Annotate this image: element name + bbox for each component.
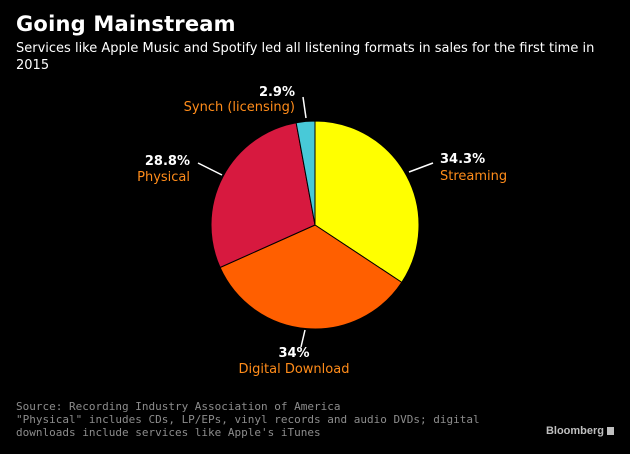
slice-percent-label: 34%	[278, 346, 309, 361]
slice-percent-label: 34.3%	[440, 152, 485, 167]
slice-category-label: Physical	[137, 170, 190, 185]
brand-name: Bloomberg	[545, 425, 604, 437]
pie-slice-digital-download	[219, 224, 403, 330]
slice-category-label: Streaming	[440, 169, 507, 184]
leader-lines	[197, 96, 434, 348]
leader-line	[408, 162, 434, 173]
slice-percent-label: 2.9%	[259, 85, 295, 100]
pie-slices	[210, 120, 420, 330]
slice-percent-label: 28.8%	[145, 154, 190, 169]
pie-slice-physical	[210, 122, 316, 269]
slice-category-label: Digital Download	[239, 362, 350, 377]
chart-title: Going Mainstream	[16, 12, 236, 36]
leader-line	[300, 329, 306, 348]
leader-line	[302, 96, 307, 119]
slice-category-label: Synch (licensing)	[184, 100, 295, 115]
bloomberg-logo-icon	[607, 427, 614, 435]
footnote: "Physical" includes CDs, LP/EPs, vinyl r…	[16, 413, 480, 439]
chart-subtitle: Services like Apple Music and Spotify le…	[16, 41, 595, 73]
chart-footer: Source: Recording Industry Association o…	[16, 400, 536, 439]
source-note: Source: Recording Industry Association o…	[16, 400, 341, 413]
pie-slice-synch-licensing	[295, 120, 316, 226]
slice-labels: 34.3% Streaming 34%Digital Download 28.8%Ph…	[137, 85, 507, 377]
leader-line	[197, 162, 223, 176]
